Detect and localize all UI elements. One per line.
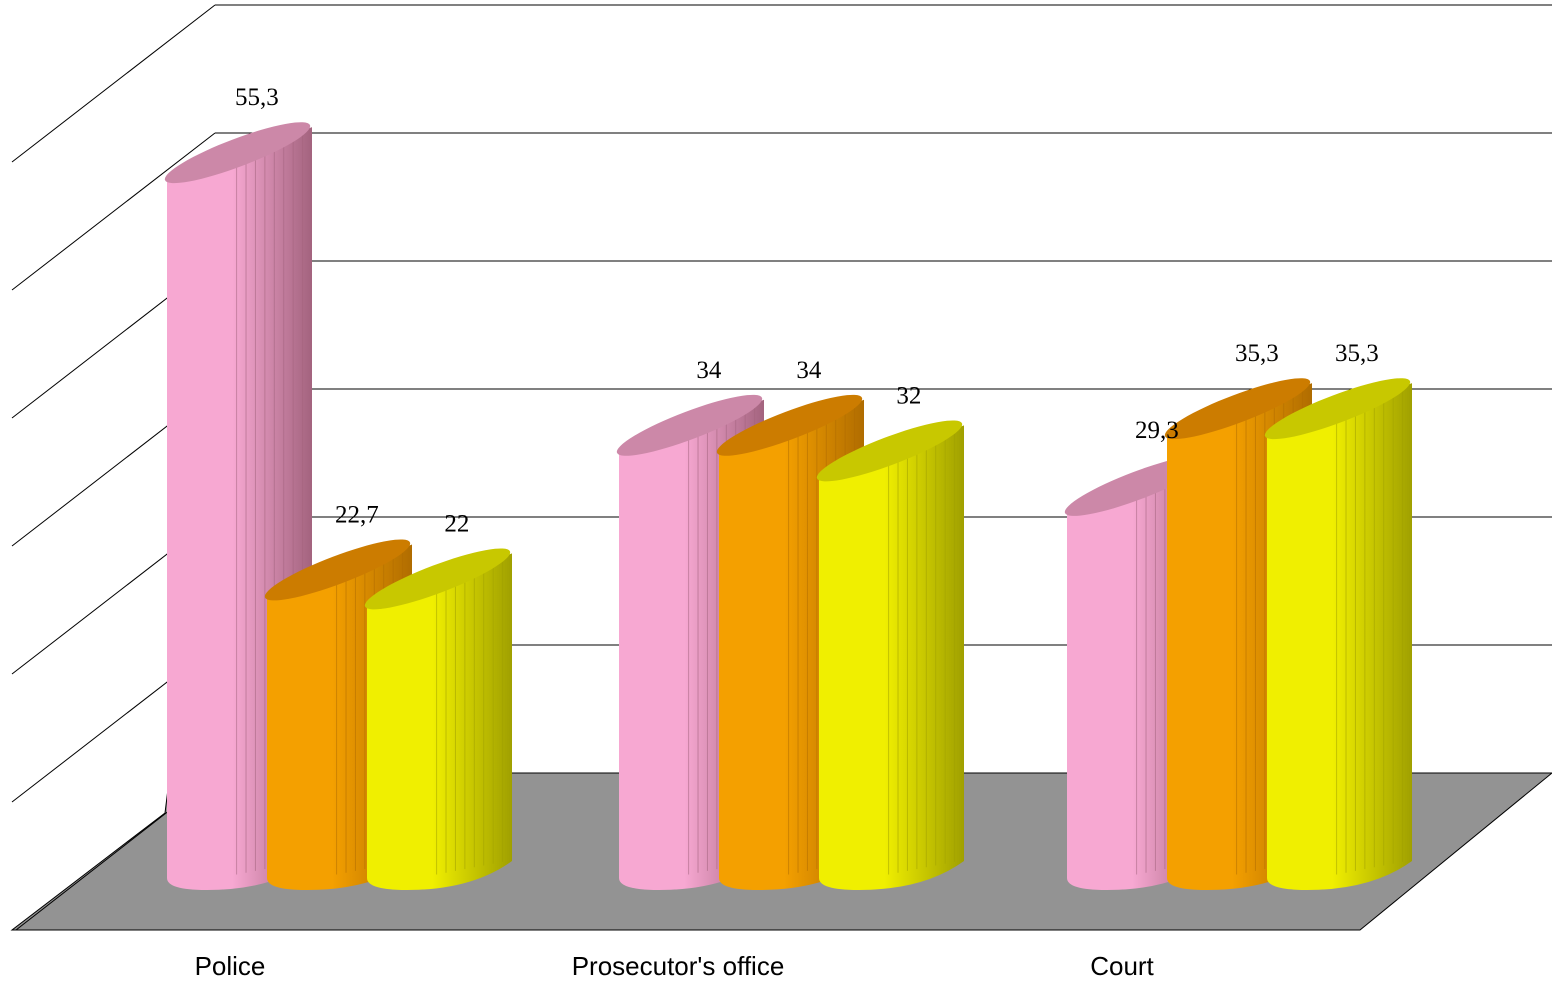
category-labels: Police Prosecutor's office Court	[195, 951, 1155, 981]
value-label-0-0: 55,3	[235, 84, 279, 111]
bar-top-0-1	[264, 539, 411, 601]
bar-top-0-0	[164, 122, 311, 184]
bar-top-2-2	[1264, 378, 1411, 440]
category-label-0: Police	[195, 951, 266, 981]
value-label-1-0: 34	[696, 357, 722, 384]
value-label-0-1: 22,7	[335, 501, 379, 528]
category-label-2: Court	[1090, 951, 1154, 981]
value-label-2-1: 35,3	[1235, 340, 1279, 367]
chart-bars	[164, 122, 1412, 890]
value-label-2-0: 29,3	[1135, 417, 1179, 444]
bar-top-2-1	[1164, 378, 1311, 440]
value-label-0-2: 22	[444, 510, 469, 537]
bar-1-2	[819, 425, 964, 890]
bar-top-1-1	[716, 394, 863, 456]
bar-top-1-2	[816, 420, 963, 482]
bar-2-2	[1267, 383, 1412, 890]
value-label-2-2: 35,3	[1335, 340, 1379, 367]
floor-left-edge	[15, 809, 171, 931]
bar-0-2	[367, 553, 512, 890]
gridline-side	[11, 4, 216, 163]
value-label-1-2: 32	[896, 382, 921, 409]
gridline-side	[11, 132, 216, 291]
bar-top-1-0	[616, 394, 763, 456]
category-label-1: Prosecutor's office	[572, 951, 785, 981]
bar-top-0-2	[364, 548, 511, 610]
value-label-1-1: 34	[796, 357, 822, 384]
value-labels: 55,3 22,7 22 34 34 32 29,3 35,3 35,3	[235, 84, 1379, 537]
